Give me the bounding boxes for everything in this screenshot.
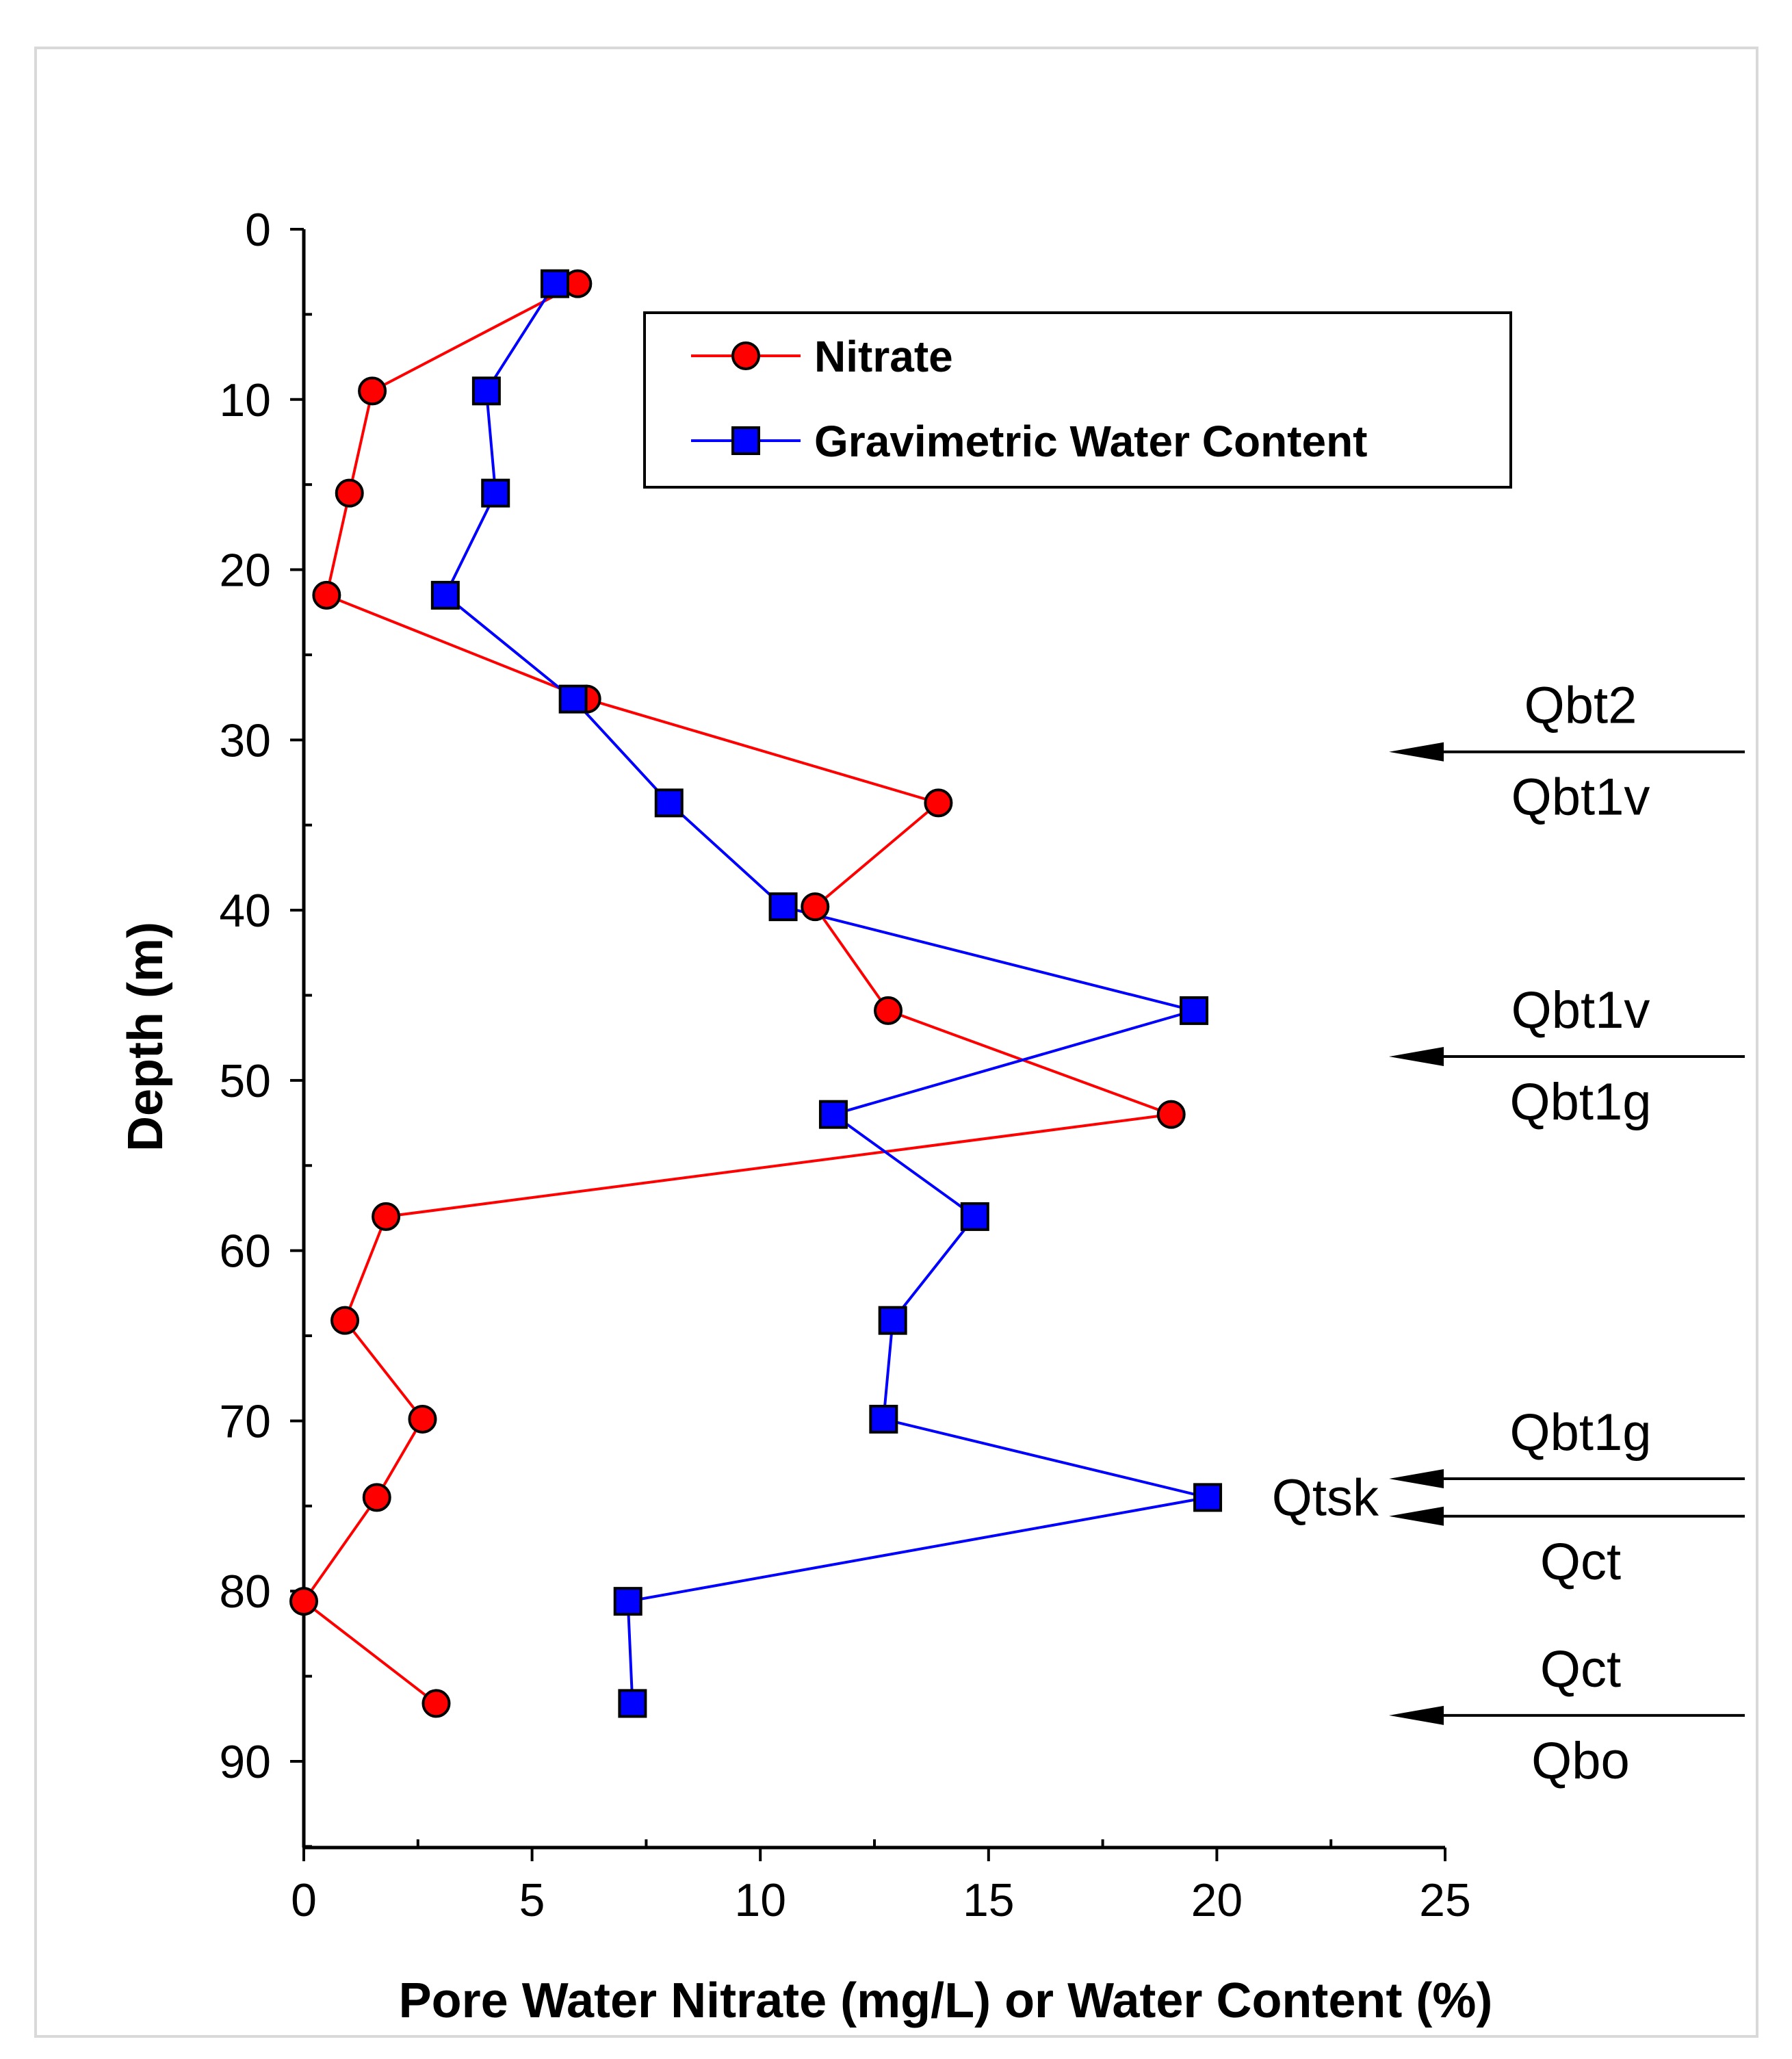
y-tick-label: 70 bbox=[219, 1395, 271, 1447]
x-tick-label: 5 bbox=[519, 1874, 545, 1926]
nitrate-point bbox=[421, 1689, 451, 1718]
unit-label-below: Qbo bbox=[1531, 1732, 1630, 1790]
arrow-left-icon bbox=[1389, 1705, 1444, 1725]
arrow-left-icon bbox=[1389, 1469, 1444, 1489]
arrow-left-icon bbox=[1389, 1047, 1444, 1067]
water-content-point bbox=[818, 1100, 848, 1129]
legend-water-label: Gravimetric Water Content bbox=[814, 417, 1367, 466]
arrow-left-icon bbox=[1389, 742, 1444, 762]
nitrate-point bbox=[335, 478, 364, 508]
nitrate-point bbox=[408, 1404, 437, 1434]
y-tick-label: 40 bbox=[219, 885, 271, 937]
water-content-point bbox=[878, 1306, 907, 1335]
unit-label-above: Qbt1v bbox=[1511, 981, 1650, 1039]
legend-water-marker bbox=[731, 426, 760, 455]
water-content-point bbox=[654, 788, 684, 818]
water-content-series-line bbox=[443, 283, 1210, 1704]
unit-label-side: Qtsk bbox=[1272, 1468, 1379, 1527]
nitrate-point bbox=[1156, 1100, 1186, 1129]
y-tick-label: 50 bbox=[219, 1055, 271, 1107]
water-content-point bbox=[471, 376, 501, 406]
x-tick-label: 20 bbox=[1191, 1874, 1243, 1926]
legend-nitrate-marker bbox=[731, 341, 760, 370]
water-content-point bbox=[960, 1202, 989, 1231]
nitrate-point bbox=[330, 1306, 360, 1335]
water-content-point bbox=[1180, 996, 1209, 1025]
y-tick-label: 10 bbox=[219, 374, 271, 426]
axes: 0 10 20 30 40 50 60 70 80 90 0 5 10 15 20 25 bbox=[219, 204, 1470, 1926]
y-tick-label: 30 bbox=[219, 714, 271, 766]
x-tick-label: 10 bbox=[734, 1874, 786, 1926]
x-axis-title: Pore Water Nitrate (mg/L) or Water Conte… bbox=[399, 1973, 1493, 2028]
arrow-left-icon bbox=[1389, 1506, 1444, 1526]
unit-label-above: Qbt2 bbox=[1524, 677, 1637, 735]
water-content-point bbox=[768, 892, 798, 922]
water-content-point bbox=[481, 478, 510, 508]
unit-label-above: Qct bbox=[1540, 1640, 1621, 1698]
legend: Nitrate Gravimetric Water Content bbox=[643, 311, 1512, 489]
nitrate-point bbox=[874, 996, 903, 1025]
water-content-point bbox=[869, 1404, 898, 1434]
unit-label-below: Qbt1g bbox=[1509, 1073, 1651, 1131]
water-content-point bbox=[1193, 1483, 1223, 1512]
nitrate-point bbox=[312, 580, 341, 610]
nitrate-point bbox=[362, 1483, 391, 1512]
y-tick-label: 60 bbox=[219, 1226, 271, 1278]
unit-label-below: Qct bbox=[1540, 1533, 1621, 1591]
x-tick-label: 0 bbox=[291, 1874, 317, 1926]
nitrate-point bbox=[358, 376, 387, 406]
legend-box bbox=[643, 311, 1512, 489]
water-content-point bbox=[613, 1587, 642, 1616]
nitrate-point bbox=[372, 1202, 401, 1231]
y-tick-label: 80 bbox=[219, 1566, 271, 1618]
unit-label-above: Qbt1g bbox=[1509, 1403, 1651, 1462]
x-tick-label: 15 bbox=[963, 1874, 1015, 1926]
y-tick-label: 20 bbox=[219, 545, 271, 597]
nitrate-point bbox=[801, 892, 830, 922]
water-content-point bbox=[558, 684, 588, 714]
x-tick-label: 25 bbox=[1419, 1874, 1471, 1926]
water-content-point bbox=[540, 269, 569, 298]
annotations: Qbt2 Qbt1v Qbt1v Qbt1g Qbt1g Qct Qct Qbo Qtsk bbox=[1272, 677, 1745, 1790]
y-axis-title: Depth (m) bbox=[118, 922, 173, 1152]
legend-nitrate-label: Nitrate bbox=[814, 332, 953, 381]
nitrate-series-line bbox=[302, 282, 1173, 1705]
y-tick-label: 0 bbox=[245, 204, 271, 256]
nitrate-point bbox=[289, 1587, 318, 1616]
water-content-point bbox=[430, 580, 460, 610]
unit-label-below: Qbt1v bbox=[1511, 768, 1650, 827]
series-layer bbox=[289, 269, 1223, 1718]
water-content-point bbox=[618, 1689, 647, 1718]
y-tick-label: 90 bbox=[219, 1736, 271, 1788]
nitrate-point bbox=[924, 788, 953, 818]
